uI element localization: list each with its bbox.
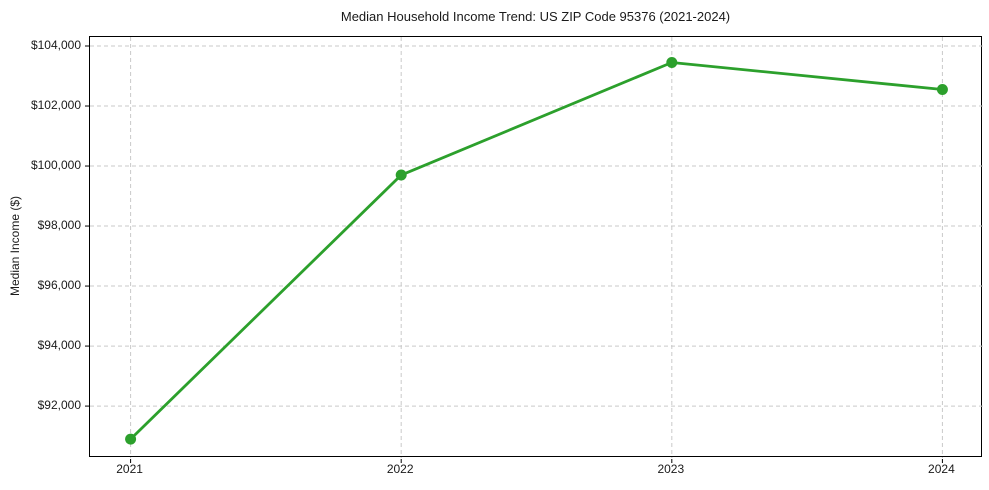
- data-point-marker: [125, 433, 137, 445]
- plot-area: [85, 36, 983, 463]
- y-tick-label: $102,000: [30, 98, 81, 113]
- y-tick-label: $94,000: [37, 338, 81, 353]
- y-tick-label: $104,000: [30, 38, 81, 52]
- x-tick-label: 2022: [386, 462, 414, 476]
- x-tick-label: 2024: [928, 462, 955, 476]
- x-tick-label: 2021: [116, 462, 143, 476]
- y-tick-label: $96,000: [37, 278, 81, 293]
- data-point-marker: [666, 57, 678, 69]
- x-tick-label: 2023: [657, 462, 685, 476]
- data-point-marker: [936, 84, 948, 96]
- data-point-marker: [395, 169, 407, 181]
- trend-line: [129, 61, 944, 441]
- line-chart-svg: [85, 37, 983, 463]
- y-tick-label: $98,000: [37, 218, 81, 233]
- chart-title: Median Household Income Trend: US ZIP Co…: [340, 9, 731, 24]
- y-tick-label: $100,000: [30, 158, 81, 173]
- y-tick-label: $92,000: [37, 398, 81, 413]
